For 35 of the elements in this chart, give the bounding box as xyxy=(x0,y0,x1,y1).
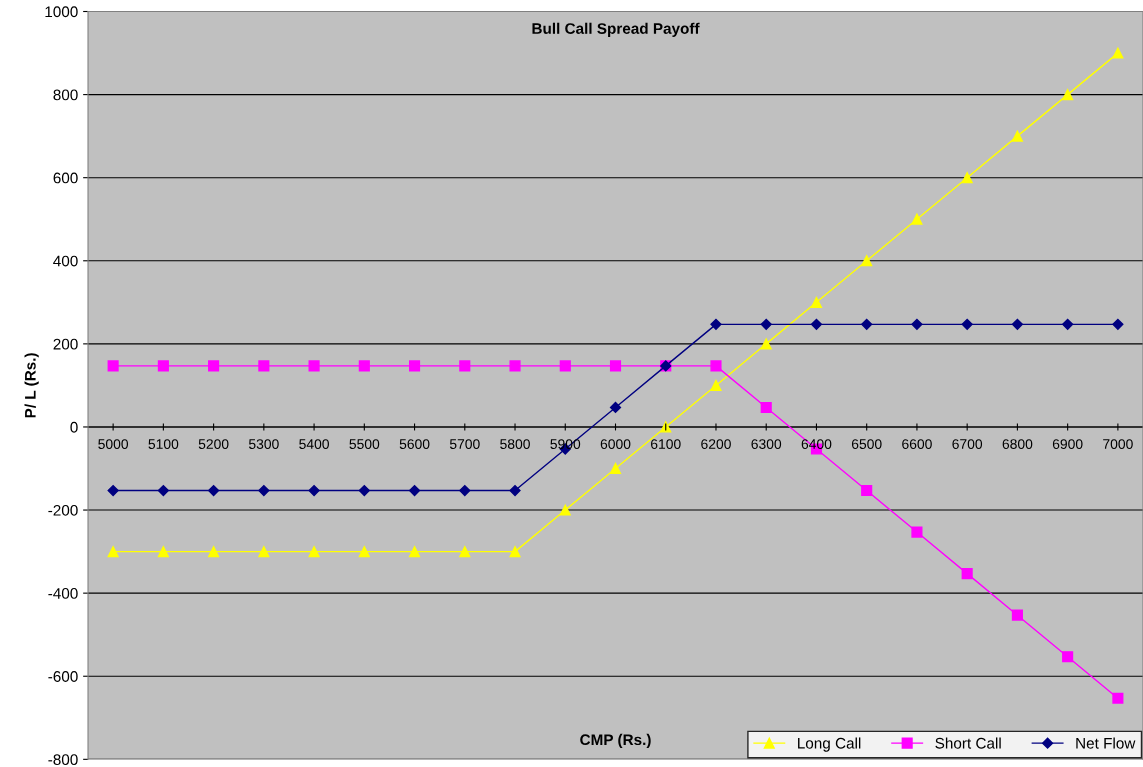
x-tick-label: 6300 xyxy=(751,439,782,449)
x-tick-label: 6200 xyxy=(701,439,731,449)
x-tick-label: 5500 xyxy=(349,439,380,449)
x-tick-label: 6500 xyxy=(851,439,882,449)
x-tick-label: 7000 xyxy=(1103,439,1133,449)
x-tick-label: 6700 xyxy=(952,439,983,449)
x-tick-label: 6100 xyxy=(651,439,681,449)
legend-label: Short Call xyxy=(935,737,1001,749)
x-tick-label: 5100 xyxy=(148,439,179,449)
legend-label: Long Call xyxy=(798,737,861,752)
x-tick-label: 5600 xyxy=(399,439,430,449)
y-tick-label: -800 xyxy=(48,754,78,766)
y-tick-label: -400 xyxy=(48,588,78,599)
y-tick-label: 600 xyxy=(53,172,78,184)
x-tick-label: 6600 xyxy=(902,439,932,449)
y-tick-label: 800 xyxy=(53,89,78,101)
x-tick-label: 6800 xyxy=(1002,439,1033,449)
x-tick-label: 5000 xyxy=(98,439,129,449)
legend-label: Net Flow xyxy=(1076,737,1136,749)
x-axis-title: CMP (Rs.) xyxy=(580,733,651,749)
y-tick-label: 400 xyxy=(53,255,78,267)
y-tick-label: 0 xyxy=(70,421,78,433)
x-tick-label: 5200 xyxy=(198,439,229,449)
x-tick-label: 5300 xyxy=(248,439,279,449)
x-tick-label: 5400 xyxy=(299,439,329,449)
x-tick-label: 6000 xyxy=(600,439,631,449)
y-axis-title: P/ L (Rs.) xyxy=(24,353,39,418)
y-tick-label: 200 xyxy=(53,338,78,350)
y-tick-label: -200 xyxy=(48,504,78,516)
y-tick-label: 1000 xyxy=(45,6,78,18)
text: Bull Call Spread Payoff xyxy=(532,22,700,37)
x-tick-label: 5700 xyxy=(449,439,480,449)
x-tick-label: 6900 xyxy=(1052,439,1083,449)
x-tick-label: 5800 xyxy=(500,439,530,449)
y-tick-label: -600 xyxy=(48,671,78,682)
